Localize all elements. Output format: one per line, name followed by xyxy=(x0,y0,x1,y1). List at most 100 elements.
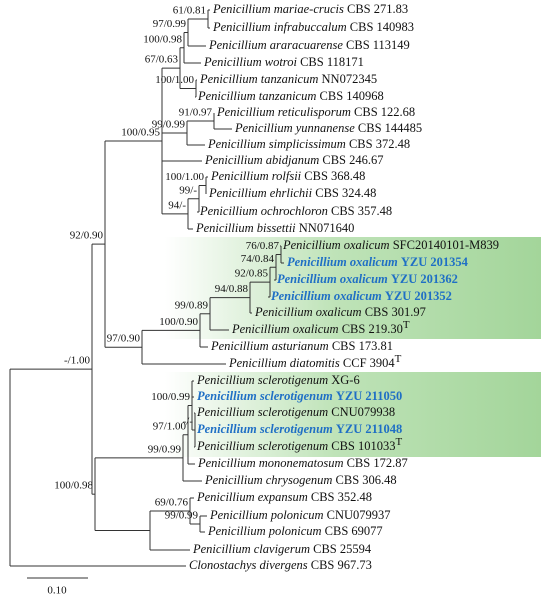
species-name: Penicillium oxalicum xyxy=(282,238,390,252)
support-value: 99/0.99 xyxy=(152,119,186,131)
support-value: 100/1.00 xyxy=(165,171,204,183)
taxon-label: Penicillium oxalicum YZU 201352 xyxy=(271,289,452,303)
strain: YZU 211050 xyxy=(336,389,402,403)
taxon-label: Penicillium expansum CBS 352.48 xyxy=(196,490,372,504)
scale-label: 0.10 xyxy=(47,585,67,597)
support-value: 100/0.95 xyxy=(121,127,160,139)
support-value: 74/0.84 xyxy=(241,253,275,265)
species-name: Penicillium ochrochloron xyxy=(199,204,328,218)
type-mark: T xyxy=(403,319,410,331)
taxon-label: Clonostachys divergens CBS 967.73 xyxy=(189,558,372,572)
taxon-label: Penicillium asturianum CBS 173.81 xyxy=(210,339,393,353)
support-value: 100/0.98 xyxy=(54,480,93,492)
taxon-label: Penicillium oxalicum CBS 219.30T xyxy=(231,319,410,336)
support-value: 92/0.85 xyxy=(235,268,269,280)
strain: CBS 324.48 xyxy=(315,186,376,200)
strain: CBS 173.81 xyxy=(332,339,393,353)
strain: CBS 140983 xyxy=(350,20,414,34)
taxon-label: Penicillium mononematosum CBS 172.87 xyxy=(197,456,408,470)
support-value: 94/0.88 xyxy=(215,283,249,295)
taxon-label: Penicillium oxalicum YZU 201362 xyxy=(277,272,458,286)
species-name: Penicillium mariae-crucis xyxy=(212,2,344,16)
species-name: Penicillium infrabuccalum xyxy=(212,20,347,34)
support-value: 97/1.00 xyxy=(153,420,187,432)
species-name: Penicillium sclerotigenum xyxy=(196,405,328,419)
support-value: 97/0.90 xyxy=(107,333,141,345)
support-value: 100/0.90 xyxy=(159,316,198,328)
species-name: Penicillium diatomitis xyxy=(228,356,340,370)
species-name: Penicillium rolfsii xyxy=(210,169,302,183)
strain: CBS 122.68 xyxy=(354,105,415,119)
taxon-label: Penicillium oxalicum CBS 301.97 xyxy=(254,305,426,319)
strain: CBS 271.83 xyxy=(347,2,408,16)
species-name: Penicillium tanzanicum xyxy=(197,89,316,103)
type-mark: T xyxy=(395,353,402,365)
species-name: Penicillium araracuarense xyxy=(208,38,343,52)
species-name: Clonostachys divergens xyxy=(189,558,308,572)
strain: CBS 246.67 xyxy=(322,153,383,167)
taxon-label: Penicillium bissettii NN071640 xyxy=(195,221,354,235)
taxon-label: Penicillium tanzanicum NN072345 xyxy=(199,72,377,86)
strain: YZU 201354 xyxy=(401,255,469,269)
taxon-label: Penicillium polonicum CBS 69077 xyxy=(207,524,383,538)
support-value: 91/0.97 xyxy=(179,107,213,119)
species-name: Penicillium asturianum xyxy=(210,339,329,353)
support-value: 100/0.98 xyxy=(143,33,182,45)
species-name: Penicillium sclerotigenum xyxy=(197,389,333,403)
strain: CBS 372.48 xyxy=(349,137,410,151)
strain: SFC20140101-M839 xyxy=(393,238,499,252)
type-mark: T xyxy=(396,436,403,448)
taxon-label: Penicillium mariae-crucis CBS 271.83 xyxy=(212,2,408,16)
strain: CBS 69077 xyxy=(325,524,383,538)
species-name: Penicillium tanzanicum xyxy=(199,72,318,86)
taxon-label: Penicillium rolfsii CBS 368.48 xyxy=(210,169,365,183)
taxon-label: Penicillium infrabuccalum CBS 140983 xyxy=(212,20,414,34)
taxon-label: Penicillium wotroi CBS 118171 xyxy=(203,55,364,69)
strain: CBS 219.30 xyxy=(342,322,403,336)
species-name: Penicillium mononematosum xyxy=(197,456,343,470)
taxon-label: Penicillium oxalicum YZU 201354 xyxy=(287,255,469,269)
taxon-label: Penicillium sclerotigenum YZU 211050 xyxy=(197,389,402,403)
support-value: -/1.00 xyxy=(64,355,90,367)
taxon-label: Penicillium abidjanum CBS 246.67 xyxy=(204,153,384,167)
species-name: Penicillium oxalicum xyxy=(287,255,398,269)
species-name: Penicillium simplicissimum xyxy=(207,137,346,151)
support-value: 99/0.89 xyxy=(175,299,209,311)
taxon-label: Penicillium araracuarense CBS 113149 xyxy=(208,38,410,52)
taxon-label: Penicillium sclerotigenum XG-6 xyxy=(196,373,360,387)
strain: NN071640 xyxy=(299,221,355,235)
strain: CBS 368.48 xyxy=(304,169,365,183)
species-name: Penicillium chrysogenum xyxy=(204,473,332,487)
strain: CNU079937 xyxy=(327,508,391,522)
taxon-label: Penicillium ehrlichii CBS 324.48 xyxy=(208,186,376,200)
species-name: Penicillium wotroi xyxy=(203,55,297,69)
strain: CBS 140968 xyxy=(320,89,384,103)
strain: YZU 201352 xyxy=(385,289,452,303)
taxon-label: Penicillium clavigerum CBS 25594 xyxy=(192,542,372,556)
taxon-label: Penicillium diatomitis CCF 3904T xyxy=(228,353,402,370)
species-name: Penicillium oxalicum xyxy=(254,305,362,319)
taxon-label: Penicillium oxalicum SFC20140101-M839 xyxy=(282,238,499,252)
species-name: Penicillium abidjanum xyxy=(204,153,319,167)
taxon-label: Penicillium sclerotigenum CNU079938 xyxy=(196,405,395,419)
strain: NN072345 xyxy=(322,72,378,86)
species-name: Penicillium yunnanense xyxy=(234,121,355,135)
species-name: Penicillium sclerotigenum xyxy=(197,422,333,436)
taxon-label: Penicillium ochrochloron CBS 357.48 xyxy=(199,204,392,218)
support-value: 61/0.81 xyxy=(173,5,206,17)
taxon-label: Penicillium yunnanense CBS 144485 xyxy=(234,121,422,135)
strain: CBS 144485 xyxy=(358,121,422,135)
species-name: Penicillium sclerotigenum xyxy=(196,439,328,453)
species-name: Penicillium polonicum xyxy=(209,508,324,522)
strain: CNU079938 xyxy=(331,405,395,419)
strain: CBS 306.48 xyxy=(336,473,397,487)
species-name: Penicillium oxalicum xyxy=(271,289,382,303)
support-value: 99/- xyxy=(179,184,197,196)
taxon-label: Penicillium sclerotigenum CBS 101033T xyxy=(196,436,403,453)
strain: XG-6 xyxy=(331,373,359,387)
species-name: Penicillium polonicum xyxy=(207,524,322,538)
species-name: Penicillium ehrlichii xyxy=(208,186,313,200)
strain: CBS 113149 xyxy=(346,38,410,52)
support-value: 100/1.00 xyxy=(155,74,194,86)
